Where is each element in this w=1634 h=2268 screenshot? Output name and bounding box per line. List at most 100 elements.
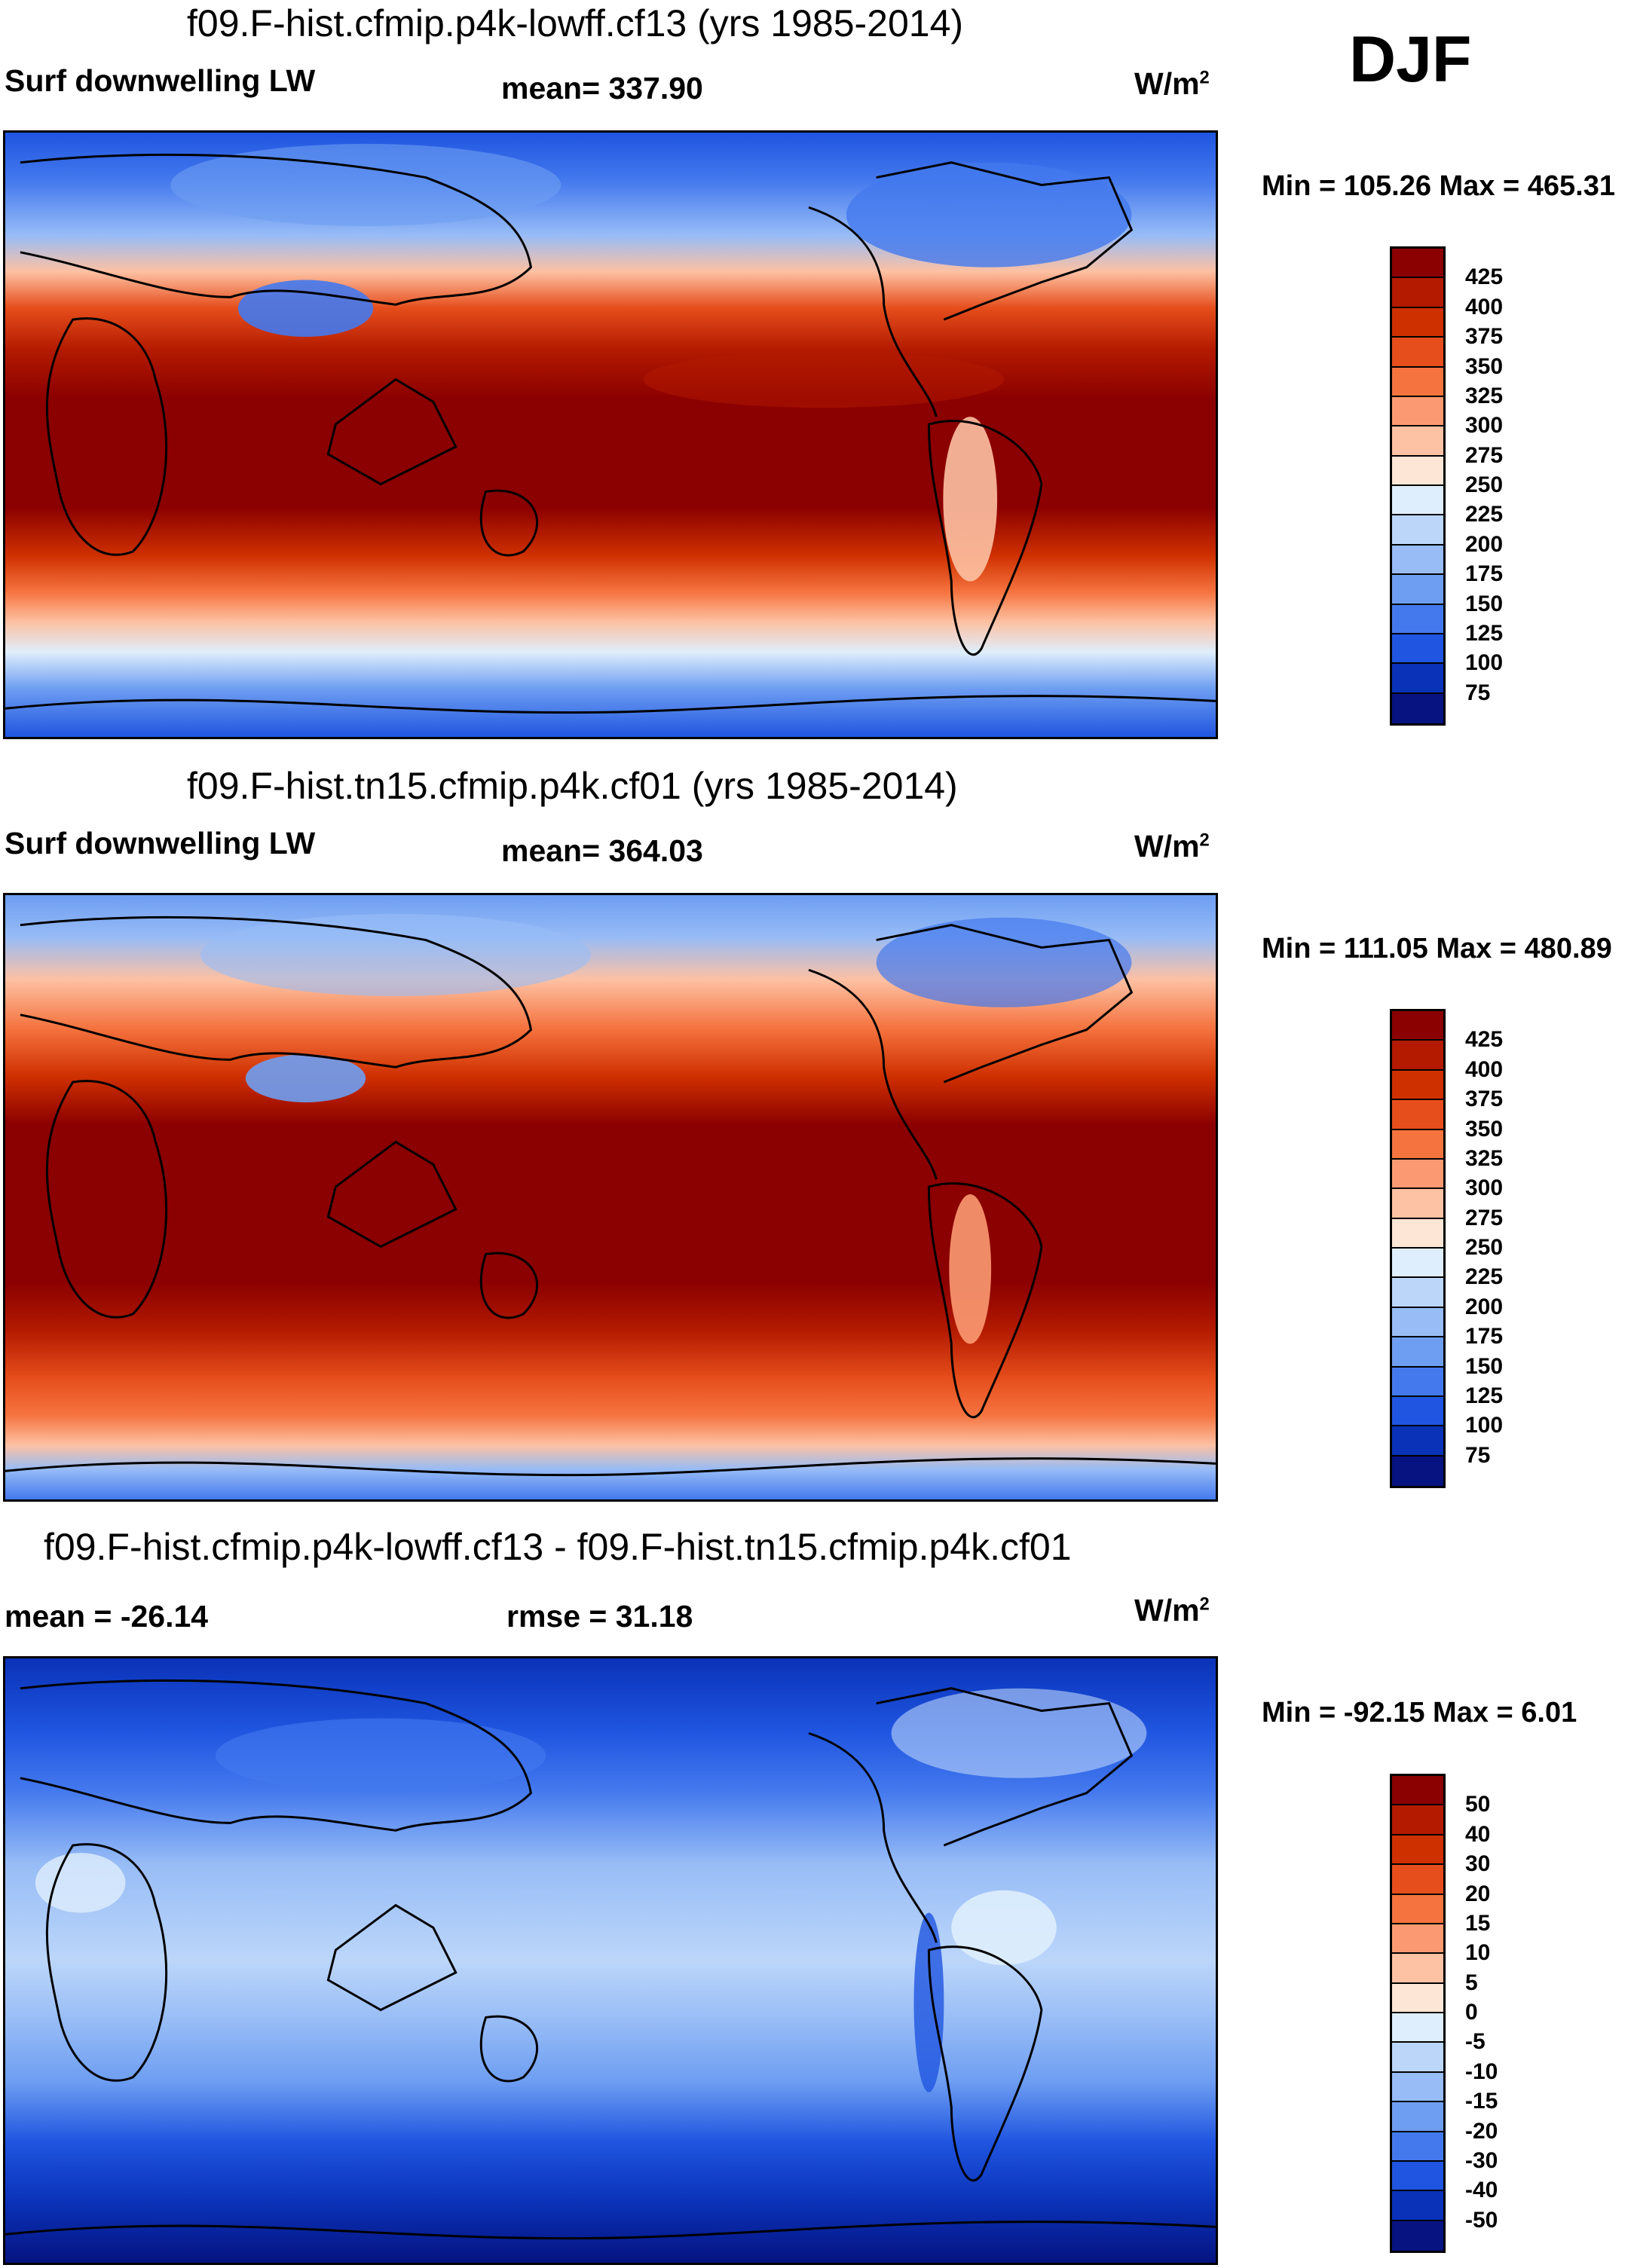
colorbar-swatch bbox=[1392, 1218, 1443, 1249]
colorbar-swatch bbox=[1392, 1776, 1443, 1806]
colorbar-swatch bbox=[1392, 1307, 1443, 1338]
colorbar-swatch bbox=[1392, 1924, 1443, 1955]
colorbar-swatch bbox=[1392, 2132, 1443, 2162]
colorbar-tick-label: 15 bbox=[1465, 1910, 1491, 1936]
colorbar-tick-label: 175 bbox=[1465, 561, 1504, 587]
colorbar-swatch bbox=[1392, 1041, 1443, 1071]
colorbar-tick-label: 100 bbox=[1465, 1413, 1504, 1438]
colorbar-tick-label: 30 bbox=[1465, 1851, 1491, 1877]
colorbar-swatch bbox=[1392, 1159, 1443, 1190]
panel-1-variable-label: Surf downwelling LW bbox=[5, 63, 316, 98]
panel-3-colorbar-ticks: 50 40 30 20 15 10 5 0 -5 -10 -15 -20 -30 -40 -50 bbox=[1465, 1774, 1556, 2253]
colorbar-swatch bbox=[1392, 2102, 1443, 2132]
colorbar-tick-label: 250 bbox=[1465, 1235, 1504, 1260]
panel-3-map bbox=[3, 1656, 1218, 2265]
colorbar-tick-label: -30 bbox=[1465, 2147, 1498, 2173]
panel-1-colorbar-swatches bbox=[1392, 249, 1443, 723]
colorbar-swatch bbox=[1392, 278, 1443, 308]
colorbar-tick-label: 375 bbox=[1465, 324, 1504, 350]
panel-3-minmax: Min = -92.15 Max = 6.01 bbox=[1262, 1697, 1577, 1729]
colorbar-tick-label: 425 bbox=[1465, 1027, 1504, 1053]
colorbar-swatch bbox=[1392, 634, 1443, 665]
colorbar-swatch bbox=[1392, 2072, 1443, 2103]
colorbar-swatch bbox=[1392, 307, 1443, 338]
colorbar-swatch bbox=[1392, 426, 1443, 457]
colorbar-tick-label: 300 bbox=[1465, 1175, 1504, 1201]
colorbar-swatch bbox=[1392, 1835, 1443, 1866]
panel-2-colorbar-swatches bbox=[1392, 1011, 1443, 1486]
colorbar-tick-label: 175 bbox=[1465, 1324, 1504, 1349]
colorbar-swatch bbox=[1392, 604, 1443, 634]
panel-3-title: f09.F-hist.cfmip.p4k-lowff.cf13 - f09.F-… bbox=[44, 1526, 1072, 1568]
colorbar-tick-label: -20 bbox=[1465, 2118, 1498, 2144]
panel-2-units: W/m2 bbox=[1134, 829, 1210, 863]
colorbar-tick-label: 20 bbox=[1465, 1881, 1491, 1906]
colorbar-tick-label: 0 bbox=[1465, 2000, 1478, 2025]
colorbar-tick-label: 150 bbox=[1465, 591, 1504, 616]
colorbar-swatch bbox=[1392, 396, 1443, 427]
colorbar-swatch bbox=[1392, 1456, 1443, 1486]
colorbar-swatch bbox=[1392, 1337, 1443, 1368]
colorbar-tick-label: 50 bbox=[1465, 1792, 1491, 1817]
colorbar-tick-label: 40 bbox=[1465, 1821, 1491, 1847]
colorbar-swatch bbox=[1392, 1249, 1443, 1279]
colorbar-swatch bbox=[1392, 2013, 1443, 2043]
colorbar-swatch bbox=[1392, 1367, 1443, 1397]
colorbar-swatch bbox=[1392, 486, 1443, 516]
panel-3-mean-label: mean = -26.14 bbox=[5, 1599, 209, 1634]
colorbar-tick-label: -15 bbox=[1465, 2089, 1498, 2114]
colorbar-tick-label: 75 bbox=[1465, 1442, 1491, 1468]
colorbar-swatch bbox=[1392, 1011, 1443, 1041]
colorbar-swatch bbox=[1392, 1129, 1443, 1160]
colorbar-swatch bbox=[1392, 2161, 1443, 2192]
panel-3-units: W/m2 bbox=[1134, 1593, 1210, 1628]
panel-1-colorbar bbox=[1390, 246, 1446, 726]
colorbar-tick-label: 275 bbox=[1465, 1205, 1504, 1230]
colorbar-swatch bbox=[1392, 1100, 1443, 1130]
panel-3-colorbar-swatches bbox=[1392, 1776, 1443, 2251]
panel-2-title: f09.F-hist.tn15.cfmip.p4k.cf01 (yrs 1985… bbox=[187, 765, 958, 807]
panel-2-map bbox=[3, 893, 1218, 1502]
colorbar-swatch bbox=[1392, 1894, 1443, 1924]
season-label: DJF bbox=[1349, 23, 1472, 96]
colorbar-tick-label: 75 bbox=[1465, 680, 1491, 705]
panel-2-variable-label: Surf downwelling LW bbox=[5, 826, 316, 860]
colorbar-swatch bbox=[1392, 367, 1443, 397]
colorbar-swatch bbox=[1392, 1189, 1443, 1219]
panel-1-title: f09.F-hist.cfmip.p4k-lowff.cf13 (yrs 198… bbox=[187, 2, 964, 44]
colorbar-tick-label: 400 bbox=[1465, 294, 1504, 319]
colorbar-swatch bbox=[1392, 664, 1443, 694]
panel-3-colorbar bbox=[1390, 1774, 1446, 2253]
colorbar-swatch bbox=[1392, 1954, 1443, 1984]
colorbar-tick-label: -10 bbox=[1465, 2059, 1498, 2084]
panel-3-rmse-label: rmse = 31.18 bbox=[506, 1599, 693, 1634]
panel-1-units: W/m2 bbox=[1134, 66, 1210, 101]
colorbar-tick-label: 225 bbox=[1465, 1264, 1504, 1290]
panel-2-colorbar-ticks: 425 400 375 350 325 300 275 250 225 200 175 150 125 1… bbox=[1465, 1009, 1556, 1488]
colorbar-swatch bbox=[1392, 1983, 1443, 2013]
panel-2-minmax: Min = 111.05 Max = 480.89 bbox=[1262, 933, 1612, 964]
colorbar-swatch bbox=[1392, 1426, 1443, 1456]
colorbar-tick-label: 5 bbox=[1465, 1970, 1478, 1995]
colorbar-tick-label: 225 bbox=[1465, 502, 1504, 527]
colorbar-tick-label: 300 bbox=[1465, 413, 1504, 439]
colorbar-tick-label: 200 bbox=[1465, 1294, 1504, 1319]
colorbar-swatch bbox=[1392, 338, 1443, 368]
colorbar-swatch bbox=[1392, 249, 1443, 279]
colorbar-tick-label: -50 bbox=[1465, 2207, 1498, 2233]
colorbar-tick-label: 425 bbox=[1465, 264, 1504, 290]
colorbar-swatch bbox=[1392, 1396, 1443, 1427]
panel-2-mean-label: mean= 364.03 bbox=[501, 833, 703, 868]
colorbar-swatch bbox=[1392, 2191, 1443, 2221]
colorbar-swatch bbox=[1392, 2221, 1443, 2251]
colorbar-swatch bbox=[1392, 575, 1443, 605]
colorbar-tick-label: 250 bbox=[1465, 472, 1504, 497]
colorbar-swatch bbox=[1392, 1070, 1443, 1101]
colorbar-tick-label: 350 bbox=[1465, 1116, 1504, 1142]
colorbar-swatch bbox=[1392, 1805, 1443, 1835]
colorbar-swatch bbox=[1392, 1865, 1443, 1895]
colorbar-swatch bbox=[1392, 545, 1443, 576]
panel-1-map bbox=[3, 130, 1218, 739]
colorbar-tick-label: -40 bbox=[1465, 2178, 1498, 2203]
colorbar-tick-label: 125 bbox=[1465, 1383, 1504, 1408]
